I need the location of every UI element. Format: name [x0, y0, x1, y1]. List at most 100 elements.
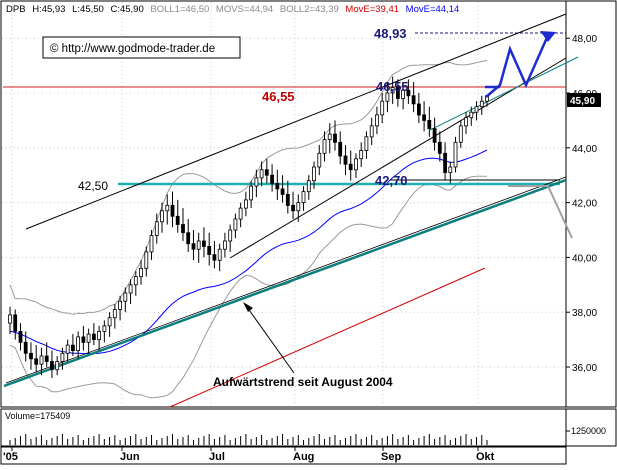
candle-body — [254, 177, 259, 187]
grid-layer — [2, 2, 565, 406]
candle-body — [348, 163, 353, 171]
candle-body — [474, 106, 479, 113]
candle-body — [144, 251, 149, 269]
channel-inner-line — [229, 57, 567, 259]
price-axis-label: 42,00 — [572, 199, 597, 210]
candle-body — [217, 248, 222, 261]
candle-body — [86, 333, 91, 343]
candle-body — [243, 199, 248, 209]
candle-body — [380, 100, 385, 116]
time-axis-label: Okt — [476, 451, 495, 463]
candle-body — [60, 352, 65, 362]
candle-body — [34, 358, 39, 365]
header-move-blue: MovE=44,14 — [406, 4, 460, 15]
candle-body — [374, 114, 379, 127]
candle-body — [479, 100, 484, 108]
price-axis: 36,00 38,00 40,00 42,00 44,00 46,00 48,00 — [566, 34, 597, 374]
candle-body — [327, 133, 332, 141]
support-mid-label: 42,70 — [375, 173, 408, 188]
header-low: L:45,50 — [72, 4, 104, 15]
candle-body — [275, 182, 280, 190]
candle-body — [23, 341, 28, 354]
candle-body — [270, 174, 275, 184]
candle-body — [333, 133, 337, 143]
candle-body — [291, 204, 296, 212]
volume-series — [9, 434, 488, 445]
last-price-label: 45,90 — [570, 96, 595, 107]
moving-average-red — [169, 267, 486, 408]
candle-body — [196, 240, 201, 250]
candle-body — [13, 314, 18, 332]
header-high: H:45,93 — [32, 4, 65, 15]
candle-body — [458, 125, 463, 143]
annotation-arrow-line — [246, 306, 295, 374]
header-movs: MOVS=44,94 — [216, 4, 273, 15]
candle-body — [395, 87, 400, 99]
annotation-arrow-head — [243, 302, 253, 312]
time-axis-label: Jul — [209, 451, 225, 463]
candle-body — [249, 185, 254, 201]
price-axis-label: 44,00 — [572, 144, 597, 155]
candle-body — [55, 361, 60, 371]
candle-body — [364, 136, 369, 151]
time-axis-label: '05 — [3, 451, 18, 463]
header-info: DPB H:45,93 L:45,50 C:45,90 BOLL1=46,50 … — [6, 4, 459, 15]
candle-body — [411, 95, 416, 105]
candle-body — [181, 224, 185, 234]
header-symbol: DPB — [6, 4, 26, 15]
candle-body — [44, 355, 49, 362]
candle-body — [76, 336, 80, 351]
price-axis-panel — [565, 0, 617, 408]
price-axis-label: 38,00 — [572, 308, 597, 319]
candlestick-series — [8, 76, 489, 378]
candle-body — [191, 243, 196, 250]
candle-body — [160, 210, 164, 223]
candle-body — [354, 158, 358, 171]
candle-body — [92, 333, 96, 341]
candle-body — [469, 111, 474, 119]
candle-body — [338, 141, 343, 157]
channel-extension-line — [429, 56, 579, 131]
copyright-text: © http://www.godmode-trader.de — [50, 43, 215, 55]
candle-body — [233, 218, 238, 231]
candle-body — [285, 193, 290, 206]
candle-body — [50, 361, 54, 371]
trend-annotation: Aufwärtstrend seit August 2004 — [213, 375, 393, 389]
candle-body — [112, 309, 117, 319]
candle-body — [422, 114, 427, 121]
candle-body — [81, 336, 86, 343]
price-axis-label: 36,00 — [572, 363, 597, 374]
candle-body — [238, 207, 243, 220]
candle-body — [65, 344, 70, 354]
candle-body — [8, 314, 12, 324]
header-boll2: BOLL2=43,39 — [280, 4, 339, 15]
candle-body — [448, 166, 453, 173]
resistance-level-label: 46,55 — [376, 79, 409, 94]
candle-body — [29, 352, 33, 360]
candle-body — [427, 120, 432, 130]
candle-body — [264, 169, 269, 176]
candle-body — [186, 232, 191, 245]
candle-body — [71, 344, 75, 352]
candle-body — [312, 166, 316, 182]
candle-body — [385, 92, 390, 102]
candle-body — [39, 355, 44, 365]
candle-body — [212, 254, 217, 261]
candle-body — [401, 89, 406, 99]
candle-body — [123, 292, 128, 302]
candle-body — [453, 141, 458, 168]
candle-body — [322, 139, 327, 154]
candle-body — [369, 125, 374, 138]
channel-upper-line — [25, 13, 567, 230]
candle-body — [228, 229, 233, 242]
candle-body — [128, 284, 133, 294]
candle-body — [416, 103, 421, 116]
header-move-red: MovE=39,41 — [345, 4, 399, 15]
candle-body — [139, 267, 143, 277]
candle-body — [280, 188, 285, 195]
candle-body — [432, 128, 437, 143]
candle-body — [201, 240, 206, 247]
header-boll1: BOLL1=46,50 — [150, 4, 209, 15]
